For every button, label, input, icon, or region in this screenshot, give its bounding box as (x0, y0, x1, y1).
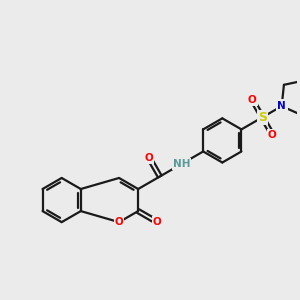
Text: O: O (268, 130, 277, 140)
Text: O: O (115, 217, 123, 227)
Text: N: N (279, 100, 288, 110)
Text: O: O (145, 153, 154, 163)
Text: NH: NH (173, 159, 190, 169)
Text: N: N (277, 101, 286, 111)
Text: O: O (248, 95, 257, 105)
Text: O: O (153, 217, 162, 227)
Text: S: S (258, 111, 267, 124)
